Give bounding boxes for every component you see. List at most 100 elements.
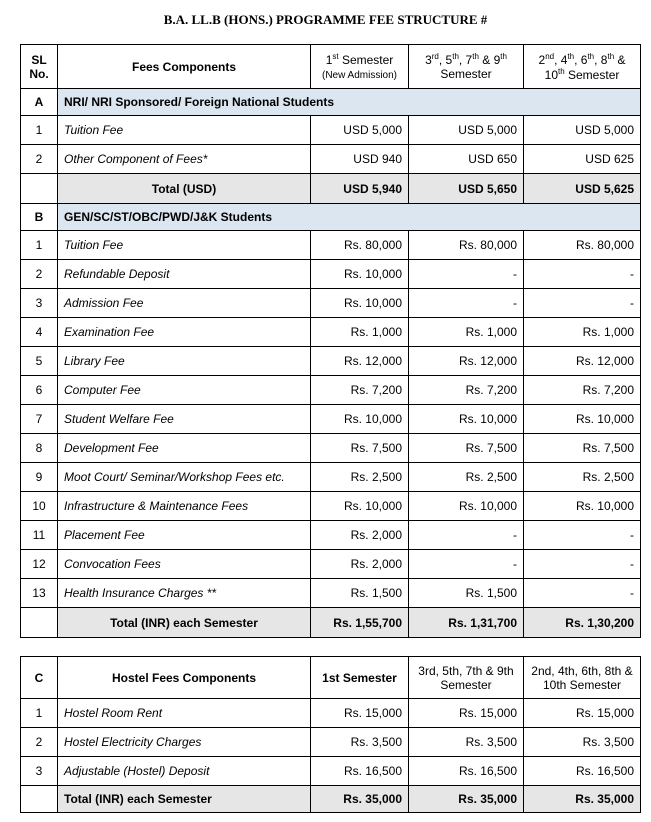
cell-text: Total (USD) (151, 181, 217, 196)
cell-text: Rs. 15,000 (458, 706, 517, 720)
table-cell: Rs. 1,000 (310, 317, 409, 347)
table-cell: - (523, 288, 641, 318)
cell-text: Other Component of Fees* (64, 152, 208, 166)
table-cell: Rs. 80,000 (310, 230, 409, 260)
table-cell: Rs. 2,500 (310, 462, 409, 492)
cell-text: Examination Fee (64, 325, 155, 339)
table-cell: 7 (20, 404, 58, 434)
table-row: 4 Examination Fee Rs. 1,000 Rs. 1,000 Rs. 1,… (20, 317, 641, 347)
table-cell (20, 785, 58, 813)
cell-text: SL No. (29, 52, 49, 81)
cell-text: B (34, 210, 44, 224)
cell-text: 13 (32, 586, 46, 600)
table-cell: Examination Fee (57, 317, 311, 347)
table-cell: Health Insurance Charges ** (57, 578, 311, 608)
table-cell: USD 940 (310, 144, 409, 174)
header-cell: 3rd, 5th, 7th & 9th Semester (408, 44, 524, 89)
table-cell: 1 (20, 230, 58, 260)
table-row: B GEN/SC/ST/OBC/PWD/J&K Students (20, 203, 641, 231)
table-cell: 13 (20, 578, 58, 608)
table-cell: 10 (20, 491, 58, 521)
hostel-fee-table: C Hostel Fees Components 1st Semester 3rd, … (20, 656, 641, 813)
document-title: B.A. LL.B (HONS.) PROGRAMME FEE STRUCTUR… (163, 12, 488, 27)
table-row: 8 Development Fee Rs. 7,500 Rs. 7,500 Rs. 7,… (20, 433, 641, 463)
table-cell: Rs. 2,000 (310, 549, 409, 579)
table-row: Total (INR) each Semester Rs. 35,000 Rs. 3… (20, 785, 641, 813)
cell-text: Rs. 10,000 (575, 499, 634, 513)
cell-text: Rs. 2,500 (465, 470, 517, 484)
cell-text: - (513, 267, 517, 281)
cell-text: 2 (35, 735, 43, 749)
table-row: SL No. Fees Components 1st Semester (New Ad… (20, 44, 641, 89)
total-cell: Rs. 1,31,700 (408, 607, 524, 638)
cell-text: Rs. 2,000 (350, 557, 402, 571)
table-row: Total (USD) USD 5,940 USD 5,650 USD 5,625 (20, 173, 641, 204)
table-cell: - (523, 259, 641, 289)
table-cell: Rs. 10,000 (523, 404, 641, 434)
table-cell: Rs. 7,500 (310, 433, 409, 463)
cell-text: - (513, 557, 517, 571)
table-cell: 2 (20, 727, 58, 757)
total-cell: Total (INR) each Semester (57, 785, 311, 813)
table-cell: Placement Fee (57, 520, 311, 550)
table-cell: 5 (20, 346, 58, 376)
cell-text: 1st Semester (322, 670, 397, 685)
table-cell: Rs. 10,000 (408, 404, 524, 434)
cell-text: C (34, 670, 44, 685)
table-cell: Student Welfare Fee (57, 404, 311, 434)
table-cell: USD 5,000 (310, 115, 409, 145)
cell-text: - (630, 586, 634, 600)
cell-text: Rs. 1,500 (465, 586, 517, 600)
cell-text: Rs. 35,000 (575, 792, 634, 806)
header-cell: 3rd, 5th, 7th & 9th Semester (408, 656, 524, 699)
cell-text: Rs. 2,500 (582, 470, 634, 484)
cell-text: Infrastructure & Maintenance Fees (64, 499, 249, 513)
cell-text: A (34, 95, 44, 109)
cell-text: Rs. 3,500 (582, 735, 634, 749)
table-cell: 11 (20, 520, 58, 550)
cell-text: - (630, 267, 634, 281)
cell-text: Rs. 80,000 (575, 238, 634, 252)
table-cell: Infrastructure & Maintenance Fees (57, 491, 311, 521)
cell-text: Hostel Fees Components (111, 670, 257, 685)
cell-text: Development Fee (64, 441, 159, 455)
fee-table: SL No. Fees Components 1st Semester (New Ad… (20, 44, 641, 638)
table-row: 1 Hostel Room Rent Rs. 15,000 Rs. 15,000 Rs.… (20, 698, 641, 728)
cell-text: Rs. 10,000 (343, 499, 402, 513)
table-cell: Library Fee (57, 346, 311, 376)
table-cell (20, 173, 58, 204)
header-cell: Fees Components (57, 44, 311, 89)
cell-text: Rs. 35,000 (458, 792, 517, 806)
header-cell: Hostel Fees Components (57, 656, 311, 699)
cell-text: USD 5,940 (343, 181, 402, 196)
cell-text: (New Admission) (321, 70, 398, 81)
cell-text: Rs. 80,000 (343, 238, 402, 252)
cell-text: Rs. 2,500 (350, 470, 402, 484)
table-cell: 4 (20, 317, 58, 347)
cell-text: USD 625 (585, 152, 634, 166)
cell-text: Rs. 1,000 (350, 325, 402, 339)
cell-text: 3 (35, 764, 43, 778)
table-cell: - (408, 259, 524, 289)
table-row: 2 Refundable Deposit Rs. 10,000 - - (20, 259, 641, 289)
table-cell: - (523, 520, 641, 550)
cell-text: 12 (32, 557, 46, 571)
table-row: 12 Convocation Fees Rs. 2,000 - - (20, 549, 641, 579)
cell-text: Admission Fee (64, 296, 144, 310)
cell-text: Rs. 35,000 (343, 792, 402, 806)
cell-text: Rs. 3,500 (465, 735, 517, 749)
cell-text: 5 (35, 354, 43, 368)
table-cell: Rs. 80,000 (408, 230, 524, 260)
table-row: 3 Adjustable (Hostel) Deposit Rs. 16,500 Rs… (20, 756, 641, 786)
table-cell: - (523, 549, 641, 579)
table-cell: Rs. 2,500 (523, 462, 641, 492)
cell-text: USD 5,000 (458, 123, 517, 137)
cell-text: Rs. 7,500 (465, 441, 517, 455)
cell-text: 2 (35, 152, 43, 166)
cell-text: 9 (35, 470, 43, 484)
cell-text: - (513, 296, 517, 310)
cell-text: Rs. 7,200 (350, 383, 402, 397)
cell-text: Library Fee (64, 354, 125, 368)
cell-text: 2nd, 4th, 6th, 8th & 10th Semester (531, 663, 633, 692)
